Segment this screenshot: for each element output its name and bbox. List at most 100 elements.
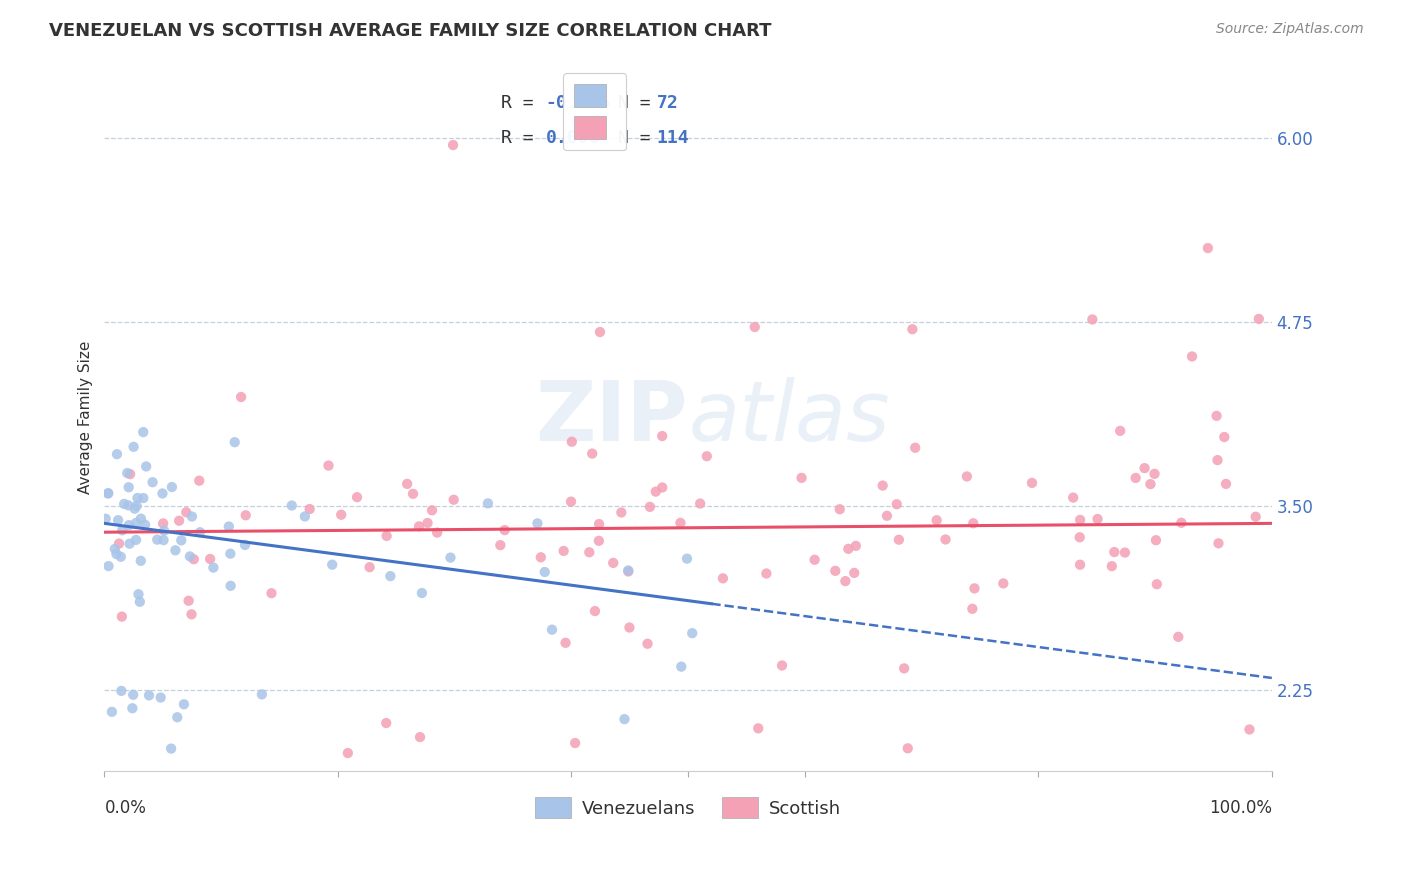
Text: atlas: atlas bbox=[688, 377, 890, 458]
Point bbox=[1062, 491, 1084, 505]
Text: 0.0%: 0.0% bbox=[104, 799, 146, 817]
Point bbox=[671, 659, 693, 673]
Point bbox=[770, 658, 793, 673]
Point bbox=[837, 541, 859, 556]
Point bbox=[170, 533, 193, 548]
Point bbox=[97, 486, 120, 500]
Point bbox=[893, 661, 915, 675]
Point bbox=[581, 446, 603, 460]
Point bbox=[346, 490, 368, 504]
Point bbox=[1101, 559, 1123, 574]
Point bbox=[260, 586, 283, 600]
Text: N =: N = bbox=[619, 129, 662, 147]
Point bbox=[993, 576, 1015, 591]
Point bbox=[530, 550, 553, 565]
Point bbox=[118, 537, 141, 551]
Text: R =: R = bbox=[502, 94, 544, 112]
Point bbox=[408, 519, 430, 533]
Point bbox=[411, 586, 433, 600]
Point bbox=[489, 538, 512, 552]
Text: -0.285: -0.285 bbox=[546, 94, 612, 112]
Point bbox=[180, 509, 202, 524]
Point bbox=[494, 523, 516, 537]
Point bbox=[1167, 630, 1189, 644]
Point bbox=[1109, 424, 1132, 438]
Point bbox=[834, 574, 856, 589]
Point bbox=[122, 688, 145, 702]
Point bbox=[426, 525, 449, 540]
Point bbox=[533, 565, 555, 579]
Point bbox=[132, 425, 155, 439]
Point bbox=[167, 514, 190, 528]
Point bbox=[925, 513, 948, 527]
Point bbox=[901, 322, 924, 336]
Point bbox=[747, 721, 769, 735]
Point bbox=[160, 480, 183, 494]
Point bbox=[962, 601, 984, 615]
Point bbox=[330, 508, 353, 522]
Point bbox=[134, 517, 156, 532]
Point bbox=[153, 524, 176, 538]
Point bbox=[152, 533, 174, 548]
Point bbox=[380, 569, 402, 583]
Point bbox=[711, 571, 734, 585]
Point bbox=[619, 621, 641, 635]
Point bbox=[135, 459, 157, 474]
Point bbox=[97, 486, 120, 500]
Point bbox=[149, 690, 172, 705]
Point bbox=[117, 466, 139, 480]
Point bbox=[803, 553, 825, 567]
Point bbox=[637, 637, 659, 651]
Point bbox=[117, 499, 139, 513]
Point bbox=[1213, 430, 1236, 444]
Point bbox=[956, 469, 979, 483]
Point bbox=[235, 508, 257, 523]
Point bbox=[1114, 545, 1136, 559]
Point bbox=[1069, 558, 1091, 572]
Point bbox=[124, 501, 146, 516]
Point bbox=[108, 536, 131, 550]
Point bbox=[1081, 312, 1104, 326]
Point bbox=[755, 566, 778, 581]
Point bbox=[583, 604, 606, 618]
Point bbox=[125, 499, 148, 513]
Point bbox=[127, 491, 149, 505]
Point bbox=[416, 516, 439, 530]
Point bbox=[202, 560, 225, 574]
Point bbox=[112, 497, 135, 511]
Point bbox=[129, 511, 152, 525]
Point bbox=[118, 518, 141, 533]
Point bbox=[689, 496, 711, 510]
Point bbox=[125, 533, 148, 547]
Point bbox=[564, 736, 586, 750]
Point bbox=[118, 480, 141, 494]
Point bbox=[111, 524, 134, 538]
Point bbox=[561, 434, 583, 449]
Point bbox=[554, 636, 576, 650]
Point bbox=[97, 559, 120, 574]
Point bbox=[375, 529, 398, 543]
Point bbox=[844, 566, 866, 580]
Point bbox=[122, 440, 145, 454]
Point bbox=[152, 516, 174, 531]
Point bbox=[477, 496, 499, 510]
Point bbox=[146, 533, 169, 547]
Point bbox=[138, 689, 160, 703]
Point bbox=[229, 390, 252, 404]
Point bbox=[1181, 350, 1204, 364]
Text: 0.006: 0.006 bbox=[546, 129, 600, 147]
Point bbox=[1144, 533, 1167, 548]
Point bbox=[904, 441, 927, 455]
Text: ZIP: ZIP bbox=[536, 377, 688, 458]
Point bbox=[1244, 509, 1267, 524]
Point bbox=[610, 505, 633, 519]
Text: 72: 72 bbox=[657, 94, 678, 112]
Point bbox=[617, 564, 640, 578]
Point bbox=[107, 513, 129, 527]
Point bbox=[420, 503, 443, 517]
Point bbox=[104, 541, 127, 556]
Point bbox=[336, 746, 359, 760]
Point bbox=[129, 554, 152, 568]
Point bbox=[1146, 577, 1168, 591]
Point bbox=[219, 579, 242, 593]
